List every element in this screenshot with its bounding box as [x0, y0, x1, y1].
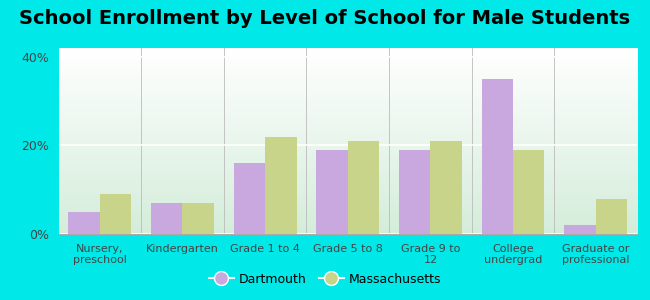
- Bar: [482, 79, 513, 234]
- Bar: [100, 194, 131, 234]
- Bar: [564, 225, 595, 234]
- Bar: [151, 203, 183, 234]
- Bar: [430, 141, 461, 234]
- Bar: [183, 203, 214, 234]
- Bar: [265, 136, 296, 234]
- Bar: [317, 150, 348, 234]
- Legend: Dartmouth, Massachusetts: Dartmouth, Massachusetts: [203, 268, 447, 291]
- Bar: [399, 150, 430, 234]
- Bar: [595, 199, 627, 234]
- Text: School Enrollment by Level of School for Male Students: School Enrollment by Level of School for…: [20, 9, 630, 28]
- Bar: [234, 163, 265, 234]
- Bar: [348, 141, 379, 234]
- Bar: [68, 212, 100, 234]
- Bar: [513, 150, 545, 234]
